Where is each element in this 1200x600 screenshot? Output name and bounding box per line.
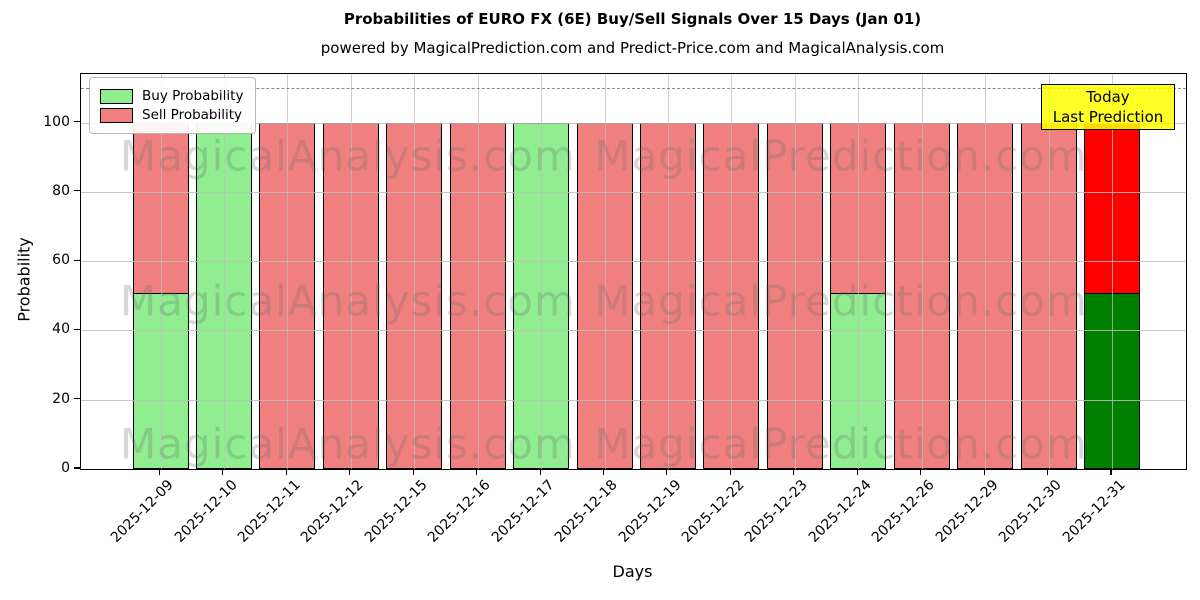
legend-item-sell: Sell Probability xyxy=(100,107,243,123)
x-tick-label-2025-12-29: 2025-12-29 xyxy=(932,477,1002,546)
watermark-analysis-row1: MagicalAnalysis.com xyxy=(120,131,576,181)
sell-color-swatch xyxy=(100,107,133,123)
x-tick-mark-2025-12-10 xyxy=(222,469,224,475)
x-axis-label: Days xyxy=(612,562,653,581)
x-tick-label-2025-12-11: 2025-12-11 xyxy=(234,477,304,546)
x-tick-label-2025-12-17: 2025-12-17 xyxy=(488,477,558,546)
today-annotation-line2: Last Prediction xyxy=(1052,108,1164,126)
y-tick-label-20: 20 xyxy=(52,390,70,407)
x-tick-label-2025-12-16: 2025-12-16 xyxy=(425,477,494,546)
watermark-prediction-row1: MagicalPrediction.com xyxy=(594,131,1088,181)
v-gridline-2025-12-16 xyxy=(477,74,479,469)
v-gridline-2025-12-31 xyxy=(1112,74,1113,469)
chart-header: Probabilities of EURO FX (6E) Buy/Sell S… xyxy=(65,0,1200,57)
x-tick-mark-2025-12-31 xyxy=(1110,469,1112,475)
y-tick-label-80: 80 xyxy=(52,182,70,199)
x-tick-mark-2025-12-18 xyxy=(602,469,605,475)
x-tick-mark-2025-12-22 xyxy=(729,469,731,475)
x-tick-mark-2025-12-17 xyxy=(539,469,541,475)
plot-area: MagicalAnalysis.com MagicalPrediction.com… xyxy=(80,73,1187,470)
x-tick-label-2025-12-10: 2025-12-10 xyxy=(171,477,241,546)
legend-label-buy: Buy Probability xyxy=(142,88,244,104)
x-tick-label-2025-12-26: 2025-12-26 xyxy=(869,477,939,546)
x-tick-label-2025-12-23: 2025-12-23 xyxy=(742,477,812,546)
legend-label-sell: Sell Probability xyxy=(142,107,243,123)
x-tick-label-2025-12-30: 2025-12-30 xyxy=(995,477,1065,546)
x-tick-label-2025-12-18: 2025-12-18 xyxy=(551,477,621,546)
watermark-prediction-row2: MagicalPrediction.com xyxy=(594,276,1088,326)
v-gridline-2025-12-19 xyxy=(667,74,669,469)
y-tick-label-60: 60 xyxy=(52,252,70,269)
x-tick-mark-2025-12-09 xyxy=(158,469,161,475)
v-gridline-2025-12-10 xyxy=(223,74,225,469)
x-tick-mark-2025-12-16 xyxy=(476,469,478,475)
x-tick-label-2025-12-31: 2025-12-31 xyxy=(1059,477,1129,546)
h-gridline-20 xyxy=(81,399,1186,401)
h-gridline-100 xyxy=(81,122,1186,124)
v-gridline-2025-12-30 xyxy=(1048,74,1050,469)
x-tick-mark-2025-12-30 xyxy=(1046,469,1049,475)
y-tick-label-100: 100 xyxy=(43,113,70,130)
x-tick-mark-2025-12-23 xyxy=(793,469,795,475)
x-tick-mark-2025-12-11 xyxy=(285,469,287,475)
x-tick-label-2025-12-19: 2025-12-19 xyxy=(615,477,685,546)
v-gridline-2025-12-26 xyxy=(921,74,923,469)
x-tick-mark-2025-12-19 xyxy=(666,469,668,475)
h-gridline-40 xyxy=(81,330,1186,332)
legend-item-buy: Buy Probability xyxy=(100,88,243,104)
watermark-analysis-row2: MagicalAnalysis.com xyxy=(120,276,576,326)
x-tick-label-2025-12-24: 2025-12-24 xyxy=(805,477,875,546)
chart-subtitle: powered by MagicalPrediction.com and Pre… xyxy=(320,39,945,57)
v-gridline-2025-12-18 xyxy=(604,74,606,469)
h-gridline-60 xyxy=(81,261,1186,263)
x-tick-mark-2025-12-26 xyxy=(920,469,922,475)
upper-dashed-line xyxy=(81,87,1186,89)
v-gridline-2025-12-17 xyxy=(541,74,543,469)
v-gridline-2025-12-09 xyxy=(160,74,162,469)
chart-title: Probabilities of EURO FX (6E) Buy/Sell S… xyxy=(343,10,922,28)
y-tick-label-0: 0 xyxy=(61,460,70,476)
x-tick-label-2025-12-09: 2025-12-09 xyxy=(107,477,177,546)
x-tick-label-2025-12-22: 2025-12-22 xyxy=(678,477,748,546)
y-tick-mark-20 xyxy=(74,398,80,400)
v-gridline-2025-12-11 xyxy=(287,74,289,469)
v-gridline-2025-12-22 xyxy=(731,74,733,469)
y-tick-mark-40 xyxy=(74,328,80,330)
x-tick-mark-2025-12-12 xyxy=(349,469,351,475)
y-tick-mark-100 xyxy=(74,120,80,123)
v-gridline-2025-12-12 xyxy=(350,74,352,469)
y-tick-mark-80 xyxy=(74,190,80,192)
today-annotation-line1: Today xyxy=(1086,88,1130,106)
legend: Buy Probability Sell Probability xyxy=(89,77,257,134)
y-tick-mark-0 xyxy=(74,467,80,469)
y-tick-mark-60 xyxy=(74,259,80,261)
y-tick-label-40: 40 xyxy=(52,321,70,338)
watermark-prediction-row3: MagicalPrediction.com xyxy=(594,419,1088,469)
buy-color-swatch xyxy=(100,88,133,104)
h-gridline-80 xyxy=(81,191,1186,193)
today-annotation: Today Last Prediction xyxy=(1041,84,1175,130)
v-gridline-2025-12-15 xyxy=(414,74,416,469)
x-tick-mark-2025-12-15 xyxy=(412,469,414,475)
x-tick-mark-2025-12-24 xyxy=(856,469,858,475)
x-tick-label-2025-12-15: 2025-12-15 xyxy=(361,477,431,546)
v-gridline-2025-12-23 xyxy=(794,74,796,469)
v-gridline-2025-12-24 xyxy=(858,74,860,469)
x-tick-label-2025-12-12: 2025-12-12 xyxy=(298,477,368,546)
v-gridline-2025-12-29 xyxy=(985,74,987,469)
x-tick-mark-2025-12-29 xyxy=(983,469,985,475)
watermark-analysis-row3: MagicalAnalysis.com xyxy=(120,419,576,469)
